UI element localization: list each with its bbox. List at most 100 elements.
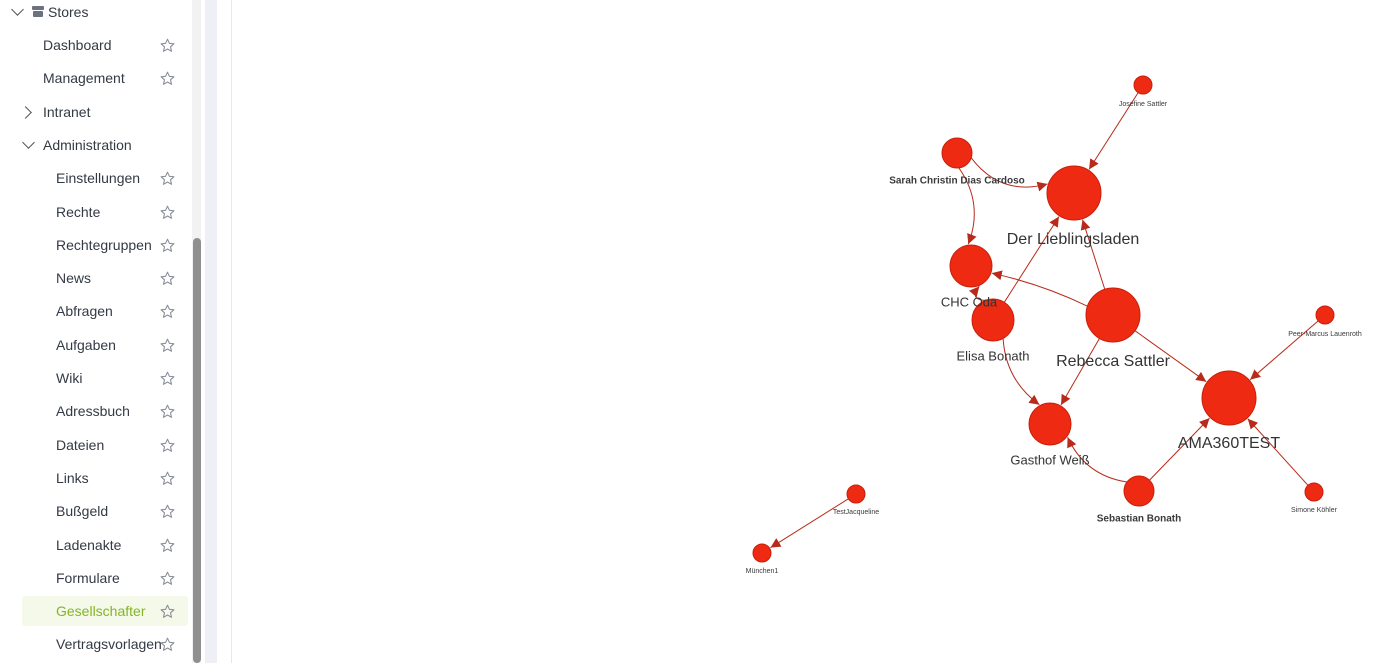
- graph-edge: [1149, 417, 1210, 481]
- graph-node-label: Gasthof Weiß: [1010, 452, 1089, 467]
- graph-edge: [969, 286, 986, 302]
- sidebar-item-dashboard[interactable]: Dashboard: [0, 30, 190, 60]
- graph-node-label: Simone Köhler: [1291, 507, 1338, 514]
- star-icon[interactable]: [160, 238, 175, 253]
- graph-node-chc[interactable]: [949, 244, 993, 288]
- graph-node-rebecca[interactable]: [1085, 287, 1141, 343]
- graph-node-muenchen[interactable]: [752, 543, 772, 563]
- star-icon[interactable]: [160, 304, 175, 319]
- graph-node-label: Der Lieblingsladen: [1007, 231, 1140, 248]
- sidebar-item-administration[interactable]: Administration: [0, 130, 190, 160]
- star-icon[interactable]: [160, 205, 175, 220]
- graph-node-josefine[interactable]: [1133, 75, 1153, 95]
- sidebar-item-label: Einstellungen: [56, 170, 141, 187]
- graph-edge: [1060, 338, 1100, 406]
- star-icon[interactable]: [160, 38, 175, 53]
- star-icon[interactable]: [160, 571, 175, 586]
- graph-node-label: Sebastian Bonath: [1097, 514, 1181, 525]
- graph-node-label: Sarah Christin Dias Cardoso: [889, 176, 1025, 187]
- sidebar-item-label: Vertragsvorlagen: [56, 636, 162, 653]
- sidebar-divider: [205, 0, 217, 663]
- sidebar-item-label: Formulare: [56, 569, 120, 586]
- graph-edge: [1134, 330, 1207, 383]
- graph-node-sarah[interactable]: [941, 137, 973, 169]
- sidebar-item-label: Intranet: [43, 103, 91, 120]
- graph-node-peermarcus[interactable]: [1315, 305, 1335, 325]
- graph-node-label: Elisa Bonath: [957, 348, 1030, 363]
- graph-edge: [1080, 219, 1106, 290]
- sidebar-item-label: Rechte: [56, 203, 101, 220]
- sidebar-item-rechte[interactable]: Rechte: [0, 197, 190, 227]
- sidebar-item-gesellschafter[interactable]: Gesellschafter: [22, 596, 188, 627]
- graph-node-label: AMA360TEST: [1178, 435, 1280, 452]
- star-icon[interactable]: [160, 404, 175, 419]
- sidebar-item-label: Gesellschafter: [56, 603, 146, 620]
- sidebar-section-label: Stores: [48, 4, 89, 20]
- graph-node-lieblingsladen[interactable]: [1046, 165, 1102, 221]
- graph-edge: [1247, 418, 1309, 486]
- graph-edge: [970, 157, 1048, 192]
- sidebar-item-links[interactable]: Links: [0, 463, 190, 493]
- sidebar-item-formulare[interactable]: Formulare: [0, 563, 190, 593]
- sidebar-item-wiki[interactable]: Wiki: [0, 363, 190, 393]
- star-icon[interactable]: [160, 271, 175, 286]
- store-icon: [32, 6, 44, 17]
- star-icon[interactable]: [160, 504, 175, 519]
- graph-edge: [958, 167, 977, 245]
- graph-node-label: TestJacqueline: [833, 509, 879, 516]
- sidebar-item-einstellungen[interactable]: Einstellungen: [0, 163, 190, 193]
- star-icon[interactable]: [160, 538, 175, 553]
- star-icon[interactable]: [160, 371, 175, 386]
- sidebar-item-adressbuch[interactable]: Adressbuch: [0, 396, 190, 426]
- sidebar-item-aufgaben[interactable]: Aufgaben: [0, 330, 190, 360]
- sidebar-item-ladenakte[interactable]: Ladenakte: [0, 530, 190, 560]
- sidebar-item-abfragen[interactable]: Abfragen: [0, 296, 190, 326]
- graph-node-label: Peer-Marcus Lauenroth: [1288, 331, 1362, 338]
- sidebar-item-rechtegruppen[interactable]: Rechtegruppen: [0, 230, 190, 260]
- graph-edge: [770, 498, 849, 549]
- sidebar-item-label: News: [56, 270, 92, 287]
- sidebar-item-label: Management: [43, 70, 125, 87]
- sidebar-item-label: Aufgaben: [56, 336, 116, 353]
- graph-node-sebastian[interactable]: [1123, 475, 1155, 507]
- star-icon[interactable]: [160, 471, 175, 486]
- graph-node-label: München1: [746, 568, 779, 575]
- sidebar-item-news[interactable]: News: [0, 263, 190, 293]
- graph-node-label: Rebecca Sattler: [1056, 353, 1171, 370]
- sidebar-item-label: Bußgeld: [56, 503, 109, 520]
- graph-node-ama[interactable]: [1201, 370, 1257, 426]
- graph-edge: [991, 270, 1088, 307]
- sidebar-item-bussgeld[interactable]: Bußgeld: [0, 496, 190, 526]
- sidebar-item-label: Abfragen: [56, 303, 113, 320]
- graph-node-gasthof[interactable]: [1028, 402, 1072, 446]
- graph-edge: [1249, 320, 1319, 381]
- sidebar-item-label: Links: [56, 469, 89, 486]
- star-icon[interactable]: [160, 637, 175, 652]
- graph-edge: [1003, 216, 1060, 303]
- graph-node-simone[interactable]: [1304, 482, 1324, 502]
- sidebar-item-label: Ladenakte: [56, 536, 122, 553]
- graph-edge: [1088, 92, 1139, 170]
- graph-node-testjacqueline[interactable]: [846, 484, 866, 504]
- sidebar-item-management[interactable]: Management: [0, 63, 190, 93]
- graph-node-elisa[interactable]: [971, 298, 1015, 342]
- sidebar-item-label: Wiki: [56, 370, 83, 386]
- star-icon[interactable]: [160, 338, 175, 353]
- graph-edge: [1002, 338, 1040, 406]
- star-icon[interactable]: [160, 171, 175, 186]
- sidebar-item-label: Dashboard: [43, 37, 112, 53]
- sidebar: Stores Dashboard Management Intranet Admini…: [0, 0, 205, 663]
- sidebar-item-label: Dateien: [56, 436, 105, 453]
- sidebar-section-stores[interactable]: Stores: [0, 0, 190, 27]
- sidebar-item-intranet[interactable]: Intranet: [0, 97, 190, 127]
- sidebar-item-label: Rechtegruppen: [56, 236, 152, 253]
- star-icon[interactable]: [160, 438, 175, 453]
- star-icon[interactable]: [160, 71, 175, 86]
- sidebar-scrollbar-thumb[interactable]: [193, 238, 201, 663]
- sidebar-item-vertragsvorlagen[interactable]: Vertragsvorlagen: [0, 629, 190, 659]
- sidebar-item-label: Administration: [43, 136, 132, 153]
- sidebar-item-dateien[interactable]: Dateien: [0, 430, 190, 460]
- star-icon[interactable]: [160, 604, 175, 619]
- graph-node-label: Josefine Sattler: [1119, 101, 1168, 108]
- graph-node-label: CHC Oda: [941, 294, 998, 309]
